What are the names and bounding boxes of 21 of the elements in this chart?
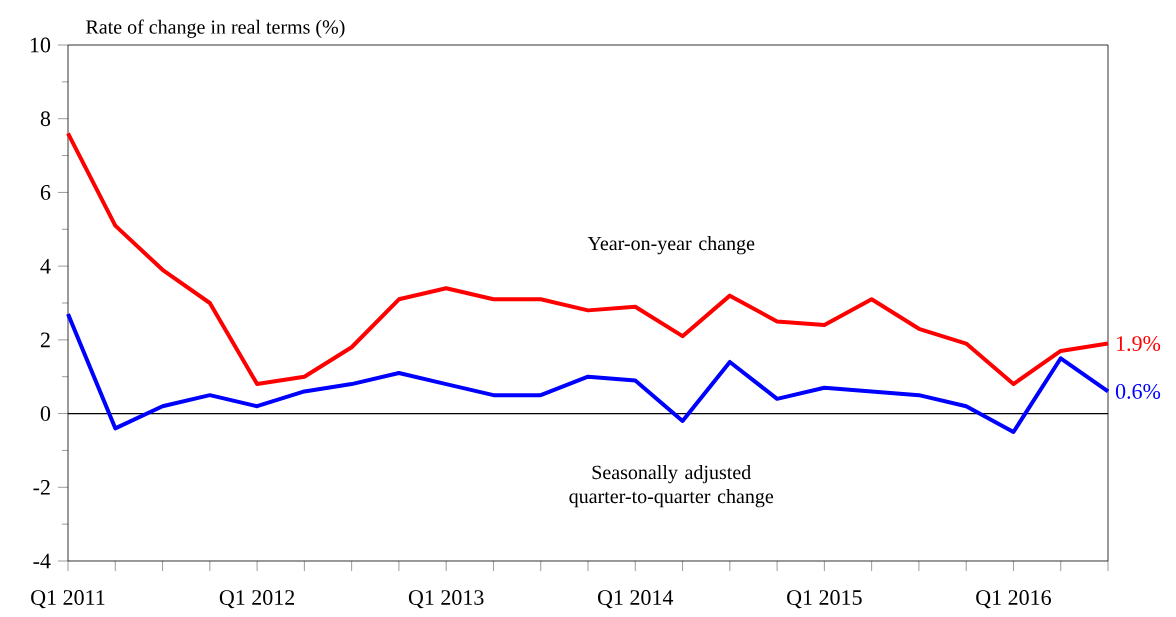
- y-tick-label: -2: [33, 480, 50, 495]
- x-tick-label: Q1 2016: [976, 590, 1051, 609]
- x-tick-label: Q1 2012: [219, 590, 295, 609]
- line-series: [66, 312, 1111, 434]
- y-tick-label: 2: [40, 332, 50, 348]
- y-tick-label: 6: [40, 185, 51, 200]
- data-label: 0.6%: [1115, 384, 1161, 399]
- x-tick-label: Q1 2011: [31, 590, 105, 609]
- y-tick-label: -4: [33, 553, 51, 569]
- y-tick-label: 0: [40, 406, 51, 421]
- x-tick-label: Q1 2015: [787, 590, 862, 609]
- y-tick-label: 8: [40, 111, 51, 127]
- y-axis-title: Rate of change in real terms (%): [86, 19, 345, 38]
- x-tick-label: Q1 2013: [408, 590, 484, 609]
- annotation: Seasonally adjusted quarter-to-quarter change: [569, 465, 774, 508]
- data-label: 1.9%: [1117, 336, 1161, 352]
- x-tick-label: Q1 2014: [598, 590, 674, 609]
- annotation: Year-on-year change: [587, 236, 755, 255]
- y-tick-label: 4: [40, 258, 51, 274]
- y-tick-label: 10: [30, 37, 51, 53]
- line-series: [66, 131, 1111, 387]
